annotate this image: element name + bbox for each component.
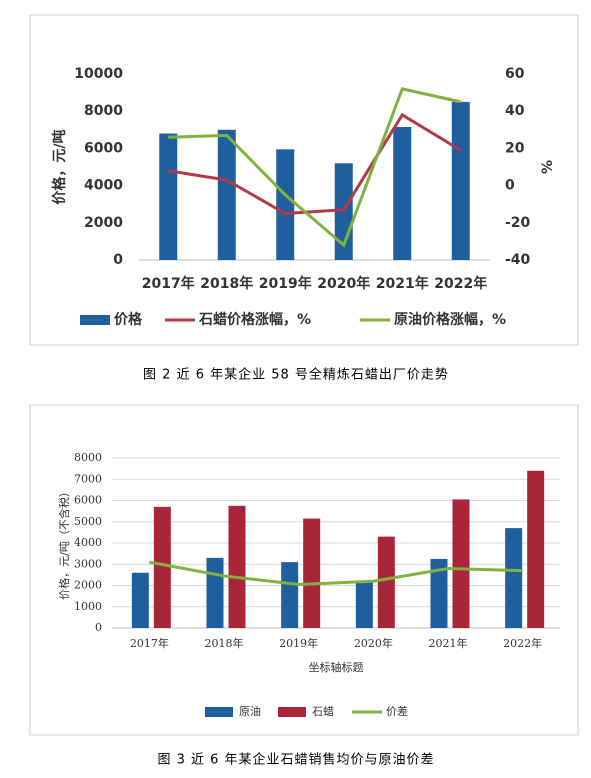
y-tick-label: 8000	[84, 103, 123, 119]
line	[168, 87, 462, 248]
legend-label: 原油	[239, 704, 261, 718]
y2-tick-label: -40	[505, 252, 531, 268]
y2-tick-label: 0	[505, 178, 515, 194]
bar	[430, 558, 448, 628]
x-tick-label: 2022年	[434, 275, 487, 292]
y-tick-label: 0	[95, 621, 102, 634]
caption: 图 3 近 6 年某企业石蜡销售均价与原油价差	[157, 752, 434, 768]
y2-tick-label: -20	[505, 215, 531, 231]
bar	[228, 505, 246, 628]
bar	[355, 582, 373, 628]
legend-label: 价格	[114, 311, 143, 328]
x-tick-label: 2020年	[354, 636, 393, 650]
bar	[377, 536, 395, 628]
legend-swatch	[278, 707, 306, 717]
bar	[131, 572, 149, 628]
legend-label: 原油价格涨幅，%	[394, 311, 506, 328]
bar	[153, 506, 171, 628]
y-axis-label: 价格，元/吨	[51, 129, 68, 204]
bar	[276, 149, 295, 260]
y-tick-label: 4000	[84, 178, 123, 194]
x-tick-label: 2017年	[142, 275, 195, 292]
chart: 0 1000 2000 3000 4000 5000 6000 7000 8000 2017年 20…	[29, 404, 579, 768]
bar	[159, 133, 178, 260]
bar	[393, 127, 412, 260]
bar	[527, 470, 545, 628]
y-tick-label: 0	[113, 252, 123, 268]
line	[168, 112, 462, 216]
y2-tick-label: 60	[505, 66, 525, 82]
caption: 图 2 近 6 年某企业 58 号全精炼石蜡出厂价走势	[143, 367, 449, 383]
legend-swatch	[80, 315, 110, 325]
chart-frame	[29, 14, 579, 346]
y-tick-label: 7000	[74, 472, 102, 485]
x-tick-label: 2019年	[279, 636, 318, 650]
y-axis-label: 价格，元/吨（不含税）	[57, 486, 71, 600]
x-tick-label: 2021年	[376, 275, 429, 292]
y-tick-label: 2000	[74, 579, 102, 592]
legend-label: 石蜡	[312, 705, 334, 718]
y-tick-label: 1000	[74, 600, 102, 613]
bar	[281, 562, 299, 628]
x-tick-label: 2018年	[200, 275, 253, 292]
x-tick-label: 2019年	[259, 275, 312, 292]
bar	[206, 557, 224, 628]
y2-tick-label: 40	[505, 103, 525, 119]
bar	[452, 499, 470, 628]
y2-axis-label: %	[540, 160, 556, 174]
chart: 0 2000 4000 6000 8000 10000 -40 -20 0 20 40 60 2017年…	[29, 14, 579, 383]
legend-label: 石蜡价格涨幅，%	[198, 311, 311, 328]
bar	[505, 528, 523, 628]
legend-label: 价差	[386, 704, 408, 718]
line	[149, 560, 523, 586]
y-tick-label: 4000	[74, 536, 102, 549]
x-tick-label: 2020年	[317, 275, 370, 292]
bar	[303, 518, 321, 628]
y-tick-label: 8000	[74, 451, 102, 464]
x-tick-label: 2017年	[130, 636, 169, 650]
y-tick-label: 6000	[74, 494, 102, 507]
x-tick-label: 2021年	[429, 636, 468, 650]
x-tick-label: 2018年	[205, 636, 244, 650]
bar	[217, 129, 236, 260]
bar	[451, 101, 470, 261]
y-tick-label: 2000	[84, 215, 123, 231]
y-tick-label: 6000	[84, 140, 123, 156]
x-tick-label: 2022年	[503, 636, 542, 650]
x-axis-label: 坐标轴标题	[309, 660, 364, 674]
y-tick-label: 3000	[74, 557, 102, 570]
legend-swatch	[205, 707, 233, 717]
y-tick-label: 5000	[74, 515, 102, 528]
y2-tick-label: 20	[505, 140, 525, 156]
y-tick-label: 10000	[74, 66, 123, 82]
